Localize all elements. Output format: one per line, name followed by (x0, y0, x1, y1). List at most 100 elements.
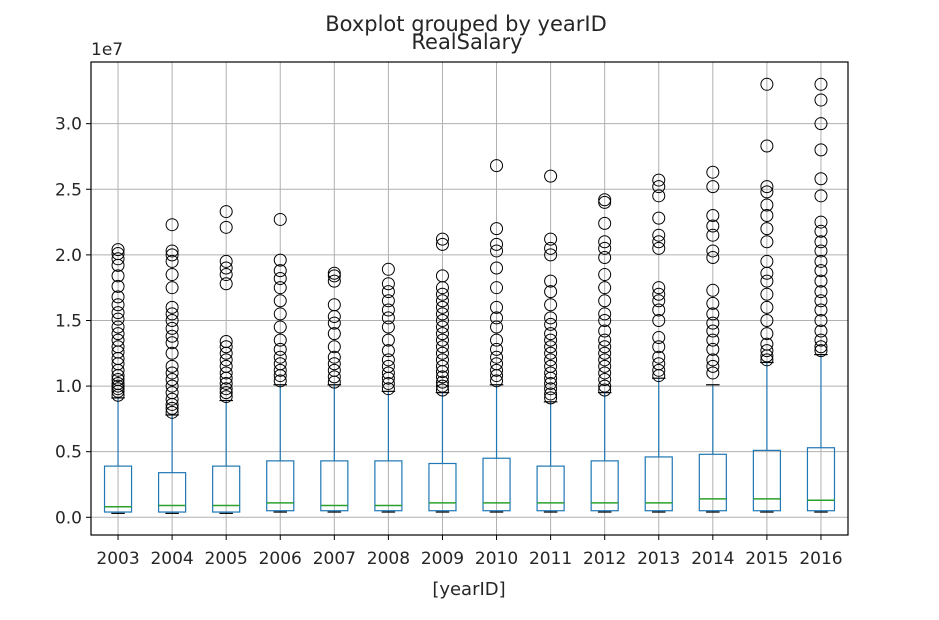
flier-point (111, 290, 125, 304)
flier-point (814, 264, 828, 278)
flier-point (273, 294, 287, 308)
flier-point (706, 219, 720, 233)
box-body (320, 460, 349, 512)
flier-point (111, 312, 125, 326)
flier-point (706, 180, 720, 194)
flier-point (219, 220, 233, 234)
flier-point (273, 363, 287, 377)
flier-point (435, 307, 449, 321)
flier-point (652, 211, 666, 225)
flier-point (435, 300, 449, 314)
flier-point (435, 327, 449, 341)
flier-point (490, 333, 504, 347)
flier-point (760, 180, 774, 194)
flier-point (111, 373, 125, 387)
flier-point (165, 373, 179, 387)
flier-point (111, 333, 125, 347)
flier-point (435, 333, 449, 347)
box-2007 (320, 384, 349, 513)
flier-point (652, 363, 666, 377)
flier-point (652, 294, 666, 308)
flier-point (219, 390, 233, 404)
flier-point (598, 216, 612, 230)
flier-point (706, 359, 720, 373)
flier-point (219, 254, 233, 268)
flier-point (490, 357, 504, 371)
flier-point (381, 366, 395, 380)
x-tick-label: 2014 (691, 549, 734, 569)
flier-point (111, 269, 125, 283)
flier-point (760, 198, 774, 212)
flier-point (652, 235, 666, 249)
box-2014 (698, 384, 727, 513)
flier-point (598, 366, 612, 380)
plot-frame (90, 61, 849, 536)
flier-point (219, 382, 233, 396)
flier-point (327, 363, 341, 377)
flier-point (165, 405, 179, 419)
fliers-2010 (490, 159, 504, 388)
flier-point (814, 224, 828, 238)
flier-point (165, 254, 179, 268)
flier-point (760, 353, 774, 367)
flier-point (490, 261, 504, 275)
flier-point (165, 386, 179, 400)
flier-point (598, 268, 612, 282)
x-tick-label: 2015 (745, 549, 788, 569)
flier-point (435, 359, 449, 373)
flier-point (111, 298, 125, 312)
flier-point (814, 274, 828, 288)
box-2013 (644, 377, 673, 513)
flier-point (814, 313, 828, 327)
flier-point (760, 344, 774, 358)
flier-point (381, 285, 395, 299)
flier-point (219, 205, 233, 219)
flier-point (219, 376, 233, 390)
flier-point (652, 287, 666, 301)
flier-point (111, 247, 125, 261)
flier-point (490, 342, 504, 356)
flier-point (760, 254, 774, 268)
y-tick-label: 2.5 (55, 180, 82, 200)
flier-point (706, 165, 720, 179)
flier-point (814, 344, 828, 358)
flier-point (381, 382, 395, 396)
box-body (644, 456, 673, 512)
fliers-2016 (814, 77, 828, 358)
flier-point (706, 244, 720, 258)
flier-point (706, 296, 720, 310)
flier-point (814, 215, 828, 229)
fliers-2013 (652, 173, 666, 383)
flier-point (111, 320, 125, 334)
flier-point (598, 333, 612, 347)
flier-point (598, 324, 612, 338)
flier-point (490, 374, 504, 388)
flier-point (435, 383, 449, 397)
flier-point (652, 189, 666, 203)
y-tick-label: 1.0 (55, 377, 82, 397)
flier-point (327, 269, 341, 283)
flier-point (111, 382, 125, 396)
y-tick-label: 0.5 (55, 443, 82, 463)
flier-point (814, 333, 828, 347)
flier-point (760, 185, 774, 199)
flier-point (544, 248, 558, 262)
flier-point (381, 376, 395, 390)
flier-point (273, 281, 287, 295)
flier-point (544, 274, 558, 288)
flier-point (544, 241, 558, 255)
flier-point (598, 340, 612, 354)
flier-point (652, 340, 666, 354)
flier-point (490, 350, 504, 364)
fliers-2014 (706, 165, 720, 380)
flier-point (544, 169, 558, 183)
flier-point (165, 248, 179, 262)
flier-point (490, 363, 504, 377)
flier-point (111, 306, 125, 320)
flier-point (544, 391, 558, 405)
flier-point (273, 342, 287, 356)
flier-point (273, 271, 287, 285)
flier-point (706, 283, 720, 297)
flier-point (814, 172, 828, 186)
flier-point (111, 340, 125, 354)
